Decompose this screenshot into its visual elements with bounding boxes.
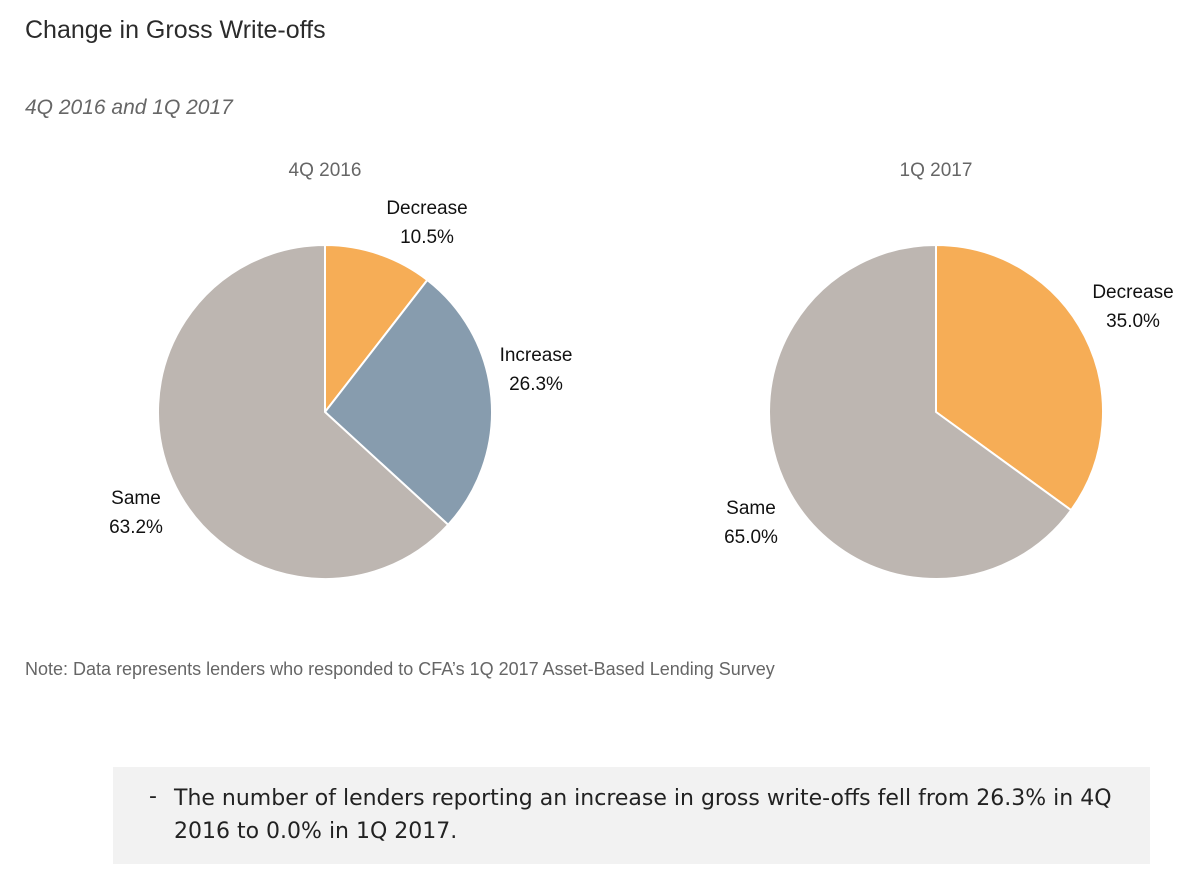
- commentary-text: The number of lenders reporting an incre…: [174, 786, 1112, 844]
- slice-label-increase: Increase: [500, 345, 573, 366]
- slice-label-same: Same: [111, 488, 161, 509]
- slice-label-decrease: Decrease: [386, 198, 467, 219]
- slice-label-same: Same: [726, 498, 776, 519]
- pie-chart-2: 1Q 2017 Decrease 35.0% Same 65.0%: [724, 160, 1174, 580]
- commentary-box: - The number of lenders reporting an inc…: [113, 767, 1150, 864]
- slice-value-decrease: 10.5%: [400, 227, 454, 248]
- slice-value-same: 65.0%: [724, 527, 778, 548]
- bullet-dash: -: [149, 784, 157, 809]
- slice-label-decrease: Decrease: [1092, 282, 1173, 303]
- chart-title: Change in Gross Write-offs: [25, 16, 326, 44]
- pie-title: 1Q 2017: [900, 160, 973, 181]
- slice-value-decrease: 35.0%: [1106, 311, 1160, 332]
- pie-slice-same: [157, 244, 450, 580]
- pie-slice-increase: [324, 279, 493, 526]
- pie-slice-decrease: [324, 244, 429, 413]
- chart-subtitle: 4Q 2016 and 1Q 2017: [25, 96, 233, 119]
- slice-value-same: 63.2%: [109, 517, 163, 538]
- pie-title: 4Q 2016: [289, 160, 362, 181]
- data-note: Note: Data represents lenders who respon…: [25, 659, 775, 679]
- pie-slice-same: [768, 244, 1073, 580]
- pie-chart-1: 4Q 2016 Decrease 10.5% Increase 26.3% Same 63.…: [109, 160, 573, 580]
- pie-slice-decrease: [935, 244, 1105, 512]
- slice-value-increase: 26.3%: [509, 374, 563, 395]
